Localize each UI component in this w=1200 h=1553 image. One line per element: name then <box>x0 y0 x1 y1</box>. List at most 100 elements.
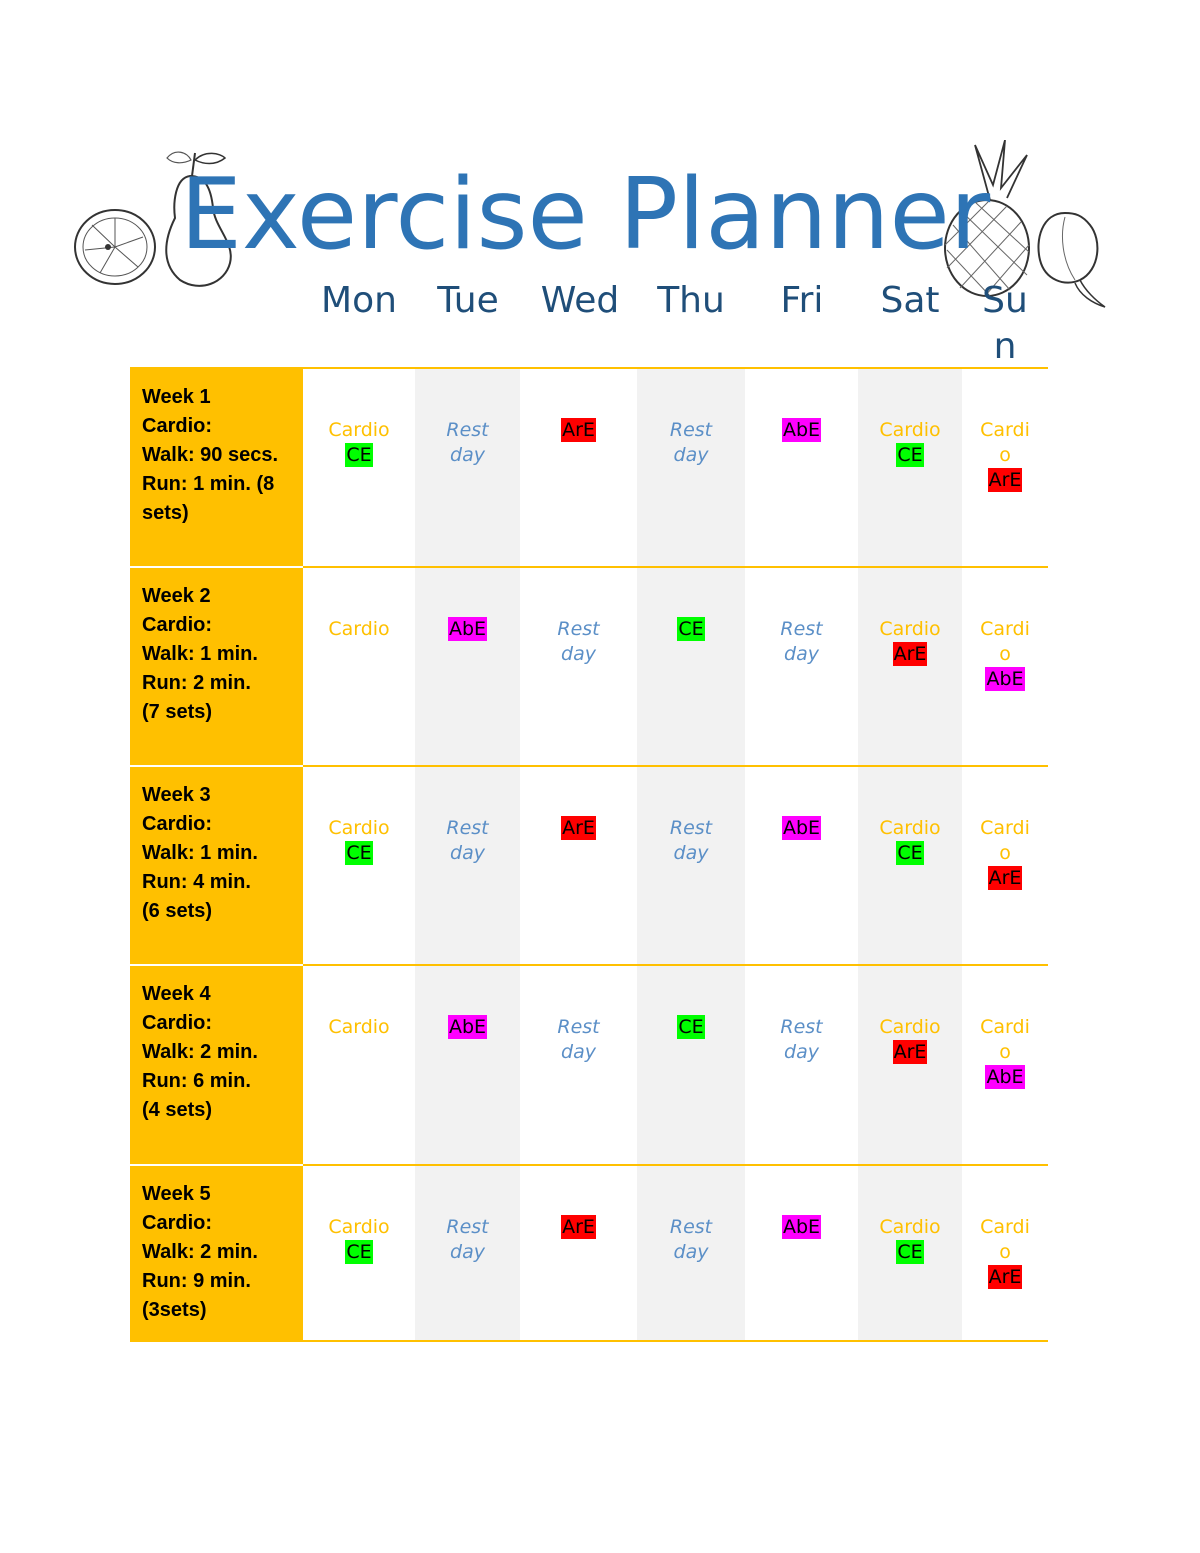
cell-week5-wed: ArE <box>520 1215 637 1240</box>
cell-week2-sun: Cardi o AbE <box>962 617 1048 692</box>
tag-abe: AbE <box>985 1065 1025 1089</box>
tag-ce: CE <box>345 1240 373 1264</box>
tag-are: ArE <box>561 1215 596 1239</box>
tag-are: ArE <box>561 418 596 442</box>
tag-are: ArE <box>892 642 928 666</box>
week-line: Week 4 <box>142 983 211 1005</box>
row-divider <box>303 566 1048 568</box>
week-3-description: Week 3 Cardio: Walk: 1 min. Run: 4 min. (6 s… <box>142 781 300 926</box>
rest-day-label: day <box>673 842 709 864</box>
cardio-label: Cardio <box>879 1216 941 1238</box>
week-line: Cardio: <box>142 415 212 437</box>
cardio-label: Cardi <box>980 419 1030 441</box>
tag-abe: AbE <box>781 1215 822 1239</box>
peach-icon <box>1030 205 1110 310</box>
cell-week2-fri: Rest day <box>745 617 858 667</box>
cell-week5-tue: Rest day <box>415 1215 520 1265</box>
tag-are: ArE <box>987 866 1023 890</box>
cell-week3-wed: ArE <box>520 816 637 841</box>
week-5-description: Week 5 Cardio: Walk: 2 min. Run: 9 min. (3se… <box>142 1180 300 1325</box>
rest-day-label: day <box>450 444 485 466</box>
day-header-sun-part: Su <box>982 280 1028 321</box>
rest-day-label: Rest <box>446 817 489 839</box>
tag-ce: CE <box>896 1240 924 1264</box>
row-divider <box>303 964 1048 966</box>
week-line: Run: 2 min. <box>142 672 251 694</box>
week-line: Week 5 <box>142 1183 211 1205</box>
week-divider <box>130 964 303 966</box>
cell-week1-tue: Rest day <box>415 418 520 468</box>
cardio-label: Cardio <box>328 419 390 441</box>
day-header-sun-part: n <box>993 326 1017 367</box>
week-column <box>130 367 303 1342</box>
rest-day-label: day <box>784 643 819 665</box>
cell-week3-tue: Rest day <box>415 816 520 866</box>
tag-abe: AbE <box>781 418 822 442</box>
rest-day-label: day <box>450 842 485 864</box>
row-divider <box>303 765 1048 767</box>
rest-day-label: Rest <box>557 618 600 640</box>
week-line: Walk: 90 secs. <box>142 444 279 466</box>
week-line: Week 2 <box>142 585 211 607</box>
cell-week4-tue: AbE <box>415 1015 520 1040</box>
week-line: Run: 6 min. <box>142 1070 251 1092</box>
week-4-description: Week 4 Cardio: Walk: 2 min. Run: 6 min. (4 s… <box>142 980 300 1125</box>
cell-week3-sat: Cardio CE <box>858 816 962 866</box>
cell-week1-mon: Cardio CE <box>303 418 415 468</box>
cardio-label: Cardio <box>328 1016 390 1038</box>
week-2-description: Week 2 Cardio: Walk: 1 min. Run: 2 min. (7 s… <box>142 582 300 727</box>
rest-day-label: day <box>561 1041 596 1063</box>
cell-week4-mon: Cardio <box>303 1015 415 1040</box>
cell-week2-tue: AbE <box>415 617 520 642</box>
cell-week4-sun: Cardi o AbE <box>962 1015 1048 1090</box>
cell-week5-fri: AbE <box>745 1215 858 1240</box>
cell-week5-mon: Cardio CE <box>303 1215 415 1265</box>
cell-week1-thu: Rest day <box>637 418 745 468</box>
rest-day-label: Rest <box>446 1216 489 1238</box>
cell-week1-fri: AbE <box>745 418 858 443</box>
rest-day-label: Rest <box>669 1216 713 1238</box>
rest-day-label: Rest <box>669 419 713 441</box>
tag-ce: CE <box>345 841 373 865</box>
cardio-label: Cardi <box>980 618 1030 640</box>
rest-day-label: day <box>561 643 596 665</box>
day-header-tue: Tue <box>437 280 499 321</box>
rest-day-label: Rest <box>557 1016 600 1038</box>
week-line: Cardio: <box>142 1012 212 1034</box>
cardio-label: Cardi <box>980 817 1030 839</box>
tag-are: ArE <box>987 468 1023 492</box>
day-header-sat: Sat <box>880 280 940 321</box>
cardio-label: o <box>999 1041 1011 1063</box>
cell-week5-sun: Cardi o ArE <box>962 1215 1048 1290</box>
week-line: Walk: 1 min. <box>142 643 258 665</box>
tag-abe: AbE <box>985 667 1025 691</box>
rest-day-label: Rest <box>446 419 489 441</box>
shaded-column-thu <box>637 367 745 1342</box>
rest-day-label: day <box>673 444 709 466</box>
cardio-label: o <box>999 842 1011 864</box>
week-line: (6 sets) <box>142 900 213 922</box>
week-line: Week 3 <box>142 784 211 806</box>
rest-day-label: day <box>450 1241 485 1263</box>
cardio-label: Cardio <box>879 817 941 839</box>
week-line: Run: 4 min. <box>142 871 251 893</box>
tag-are: ArE <box>987 1265 1023 1289</box>
cell-week4-fri: Rest day <box>745 1015 858 1065</box>
week-line: (7 sets) <box>142 701 213 723</box>
cardio-label: Cardio <box>879 1016 941 1038</box>
rest-day-label: day <box>784 1041 819 1063</box>
cell-week3-thu: Rest day <box>637 816 745 866</box>
week-line: (4 sets) <box>142 1099 213 1121</box>
week-line: Cardio: <box>142 614 212 636</box>
pineapple-icon <box>935 140 1045 300</box>
cell-week4-sat: Cardio ArE <box>858 1015 962 1065</box>
tag-ce: CE <box>896 443 924 467</box>
planner-table: Week 1 Cardio: Walk: 90 secs. Run: 1 min. (… <box>130 367 1048 1342</box>
tag-are: ArE <box>892 1040 928 1064</box>
cardio-label: Cardio <box>879 419 941 441</box>
cell-week4-wed: Rest day <box>520 1015 637 1065</box>
week-line: Week 1 <box>142 386 211 408</box>
tag-ce: CE <box>345 443 373 467</box>
week-line: Walk: 1 min. <box>142 842 258 864</box>
week-line: Cardio: <box>142 813 212 835</box>
